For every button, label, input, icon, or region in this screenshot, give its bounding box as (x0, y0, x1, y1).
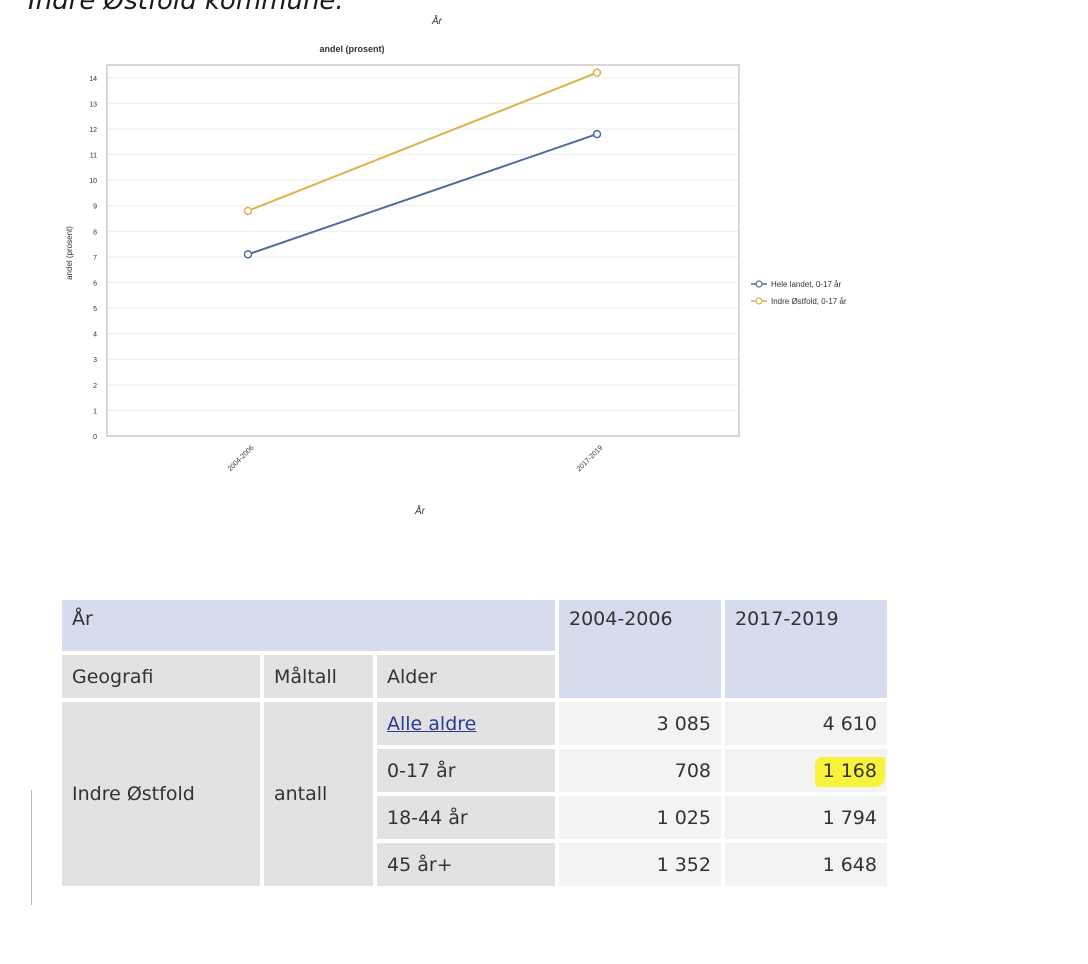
y-tick-label: 8 (93, 229, 97, 236)
geografi-header: Geografi (62, 655, 260, 698)
data-table: År 2004-2006 2017-2019 Geografi Måltall … (58, 596, 891, 890)
year-column-header: 2004-2006 (559, 600, 721, 698)
year-column-header: 2017-2019 (725, 600, 887, 698)
chart-legend: Hele landet, 0-17 år Indre Østfold, 0-17 … (751, 280, 847, 306)
y-tick-label: 5 (93, 306, 97, 313)
y-tick-label: 1 (93, 408, 97, 415)
alle-aldre-link[interactable]: Alle aldre (387, 712, 477, 735)
value-cell: 4 610 (725, 702, 887, 745)
divider (31, 790, 32, 905)
maltall-header: Måltall (264, 655, 373, 698)
value-cell: 1 352 (559, 843, 721, 886)
gridlines (108, 77, 738, 411)
y-tick-label: 13 (89, 101, 97, 108)
table-row: 45 år+ 1 352 1 648 (62, 843, 887, 886)
y-tick-label: 12 (89, 127, 97, 134)
chart-top-axis-label: År (431, 14, 443, 27)
page-title: Indre Østfold kommune. (28, 0, 344, 16)
chart-title: andel (prosent) (319, 44, 384, 54)
data-point (592, 68, 602, 77)
legend-label: Indre Østfold, 0-17 år (771, 297, 847, 306)
highlighted-value: 1 168 (814, 756, 885, 787)
year-header: År (62, 600, 555, 651)
y-tick-label: 3 (93, 357, 97, 364)
value-cell: 1 025 (559, 796, 721, 839)
table-row: 0-17 år 708 1 168 (62, 749, 887, 792)
alder-cell: 0-17 år (377, 749, 555, 792)
legend-marker (755, 297, 763, 305)
legend-label: Hele landet, 0-17 år (771, 280, 842, 289)
maltall-cell: antall (264, 702, 373, 886)
plot-frame (106, 64, 740, 437)
table-row: 18-44 år 1 025 1 794 (62, 796, 887, 839)
y-tick-label: 10 (89, 178, 97, 185)
value-cell: 1 648 (725, 843, 887, 886)
y-tick-label: 2 (93, 383, 97, 390)
x-axis-label: År (414, 504, 426, 517)
y-tick-label: 6 (93, 280, 97, 287)
table-row: Indre Østfold antall Alle aldre 3 085 4 … (62, 702, 887, 886)
alder-cell: 45 år+ (377, 843, 555, 886)
series-line (247, 133, 598, 256)
alder-cell: 18-44 år (377, 796, 555, 839)
line-chart: År andel (prosent) 01234567891011121314 … (65, 14, 847, 517)
y-tick-label: 4 (93, 332, 97, 339)
value-cell: 708 (559, 749, 721, 792)
series-line (247, 71, 598, 212)
data-point (243, 206, 253, 216)
alder-header: Alder (377, 655, 555, 698)
x-tick-label: 2004-2006 (227, 444, 256, 473)
y-tick-label: 7 (93, 255, 97, 262)
y-tick-label: 11 (90, 153, 97, 160)
geografi-cell: Indre Østfold (62, 702, 260, 886)
y-tick-label: 0 (93, 434, 97, 441)
x-tick-label: 2017-2019 (576, 444, 605, 473)
y-axis-label: andel (prosent) (65, 226, 74, 280)
value-cell: 1 794 (725, 796, 887, 839)
data-point (243, 250, 253, 259)
value-cell: 3 085 (559, 702, 721, 745)
y-tick-label: 9 (93, 204, 97, 211)
data-point (592, 129, 602, 139)
legend-marker (755, 280, 763, 288)
x-axis-ticks: 2004-2006 2017-2019 (227, 444, 605, 473)
y-tick-label: 14 (89, 76, 97, 83)
series-lines (243, 68, 602, 259)
